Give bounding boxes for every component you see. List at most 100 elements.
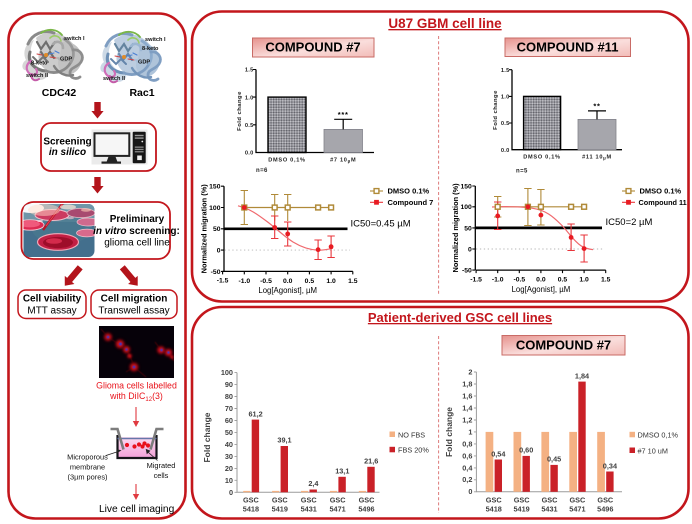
svg-text:2: 2 bbox=[468, 368, 472, 377]
svg-text:0,34: 0,34 bbox=[603, 461, 618, 470]
svg-text:Cell migration: Cell migration bbox=[101, 294, 168, 305]
svg-text:n=6: n=6 bbox=[256, 168, 268, 174]
svg-text:in vitro screening:: in vitro screening: bbox=[93, 226, 180, 237]
svg-text:GSC: GSC bbox=[330, 496, 347, 505]
svg-text:DMSO 0,1%: DMSO 0,1% bbox=[268, 158, 305, 164]
svg-text:Normalized migration (%): Normalized migration (%) bbox=[200, 184, 209, 274]
svg-text:5471: 5471 bbox=[329, 505, 345, 514]
svg-text:30: 30 bbox=[225, 452, 233, 461]
svg-text:5471: 5471 bbox=[569, 505, 585, 514]
svg-text:50: 50 bbox=[225, 428, 233, 437]
svg-text:0.5: 0.5 bbox=[245, 123, 254, 129]
svg-text:-1.0: -1.0 bbox=[238, 278, 250, 285]
svg-text:5418: 5418 bbox=[486, 505, 502, 514]
svg-text:-1.5: -1.5 bbox=[470, 276, 482, 283]
svg-text:1,84: 1,84 bbox=[575, 371, 590, 380]
svg-text:1.5: 1.5 bbox=[245, 68, 254, 74]
svg-text:0: 0 bbox=[217, 248, 221, 255]
svg-text:5431: 5431 bbox=[301, 505, 317, 514]
svg-text:GSC: GSC bbox=[542, 496, 559, 505]
svg-text:cells: cells bbox=[154, 471, 169, 480]
svg-text:Live cell imaging: Live cell imaging bbox=[99, 504, 175, 515]
svg-text:5418: 5418 bbox=[243, 505, 259, 514]
svg-text:GSC: GSC bbox=[569, 496, 586, 505]
svg-text:GSC: GSC bbox=[272, 496, 289, 505]
svg-text:Fold change: Fold change bbox=[237, 91, 243, 131]
svg-text:8-keto: 8-keto bbox=[31, 61, 48, 67]
svg-text:0.5: 0.5 bbox=[305, 278, 315, 285]
svg-text:MTT assay: MTT assay bbox=[27, 305, 76, 316]
svg-text:0,8: 0,8 bbox=[462, 439, 472, 448]
svg-text:#11 10µM: #11 10µM bbox=[582, 155, 612, 161]
svg-text:Glioma cells labelled: Glioma cells labelled bbox=[96, 381, 177, 391]
svg-text:IC50=2 µM: IC50=2 µM bbox=[606, 217, 653, 228]
svg-text:-50: -50 bbox=[211, 269, 221, 276]
svg-text:5496: 5496 bbox=[597, 505, 613, 514]
svg-text:21,6: 21,6 bbox=[364, 457, 378, 466]
svg-text:5419: 5419 bbox=[513, 505, 529, 514]
svg-text:1.0: 1.0 bbox=[245, 95, 254, 101]
svg-text:DMSO 0.1%: DMSO 0.1% bbox=[640, 187, 682, 196]
svg-text:50: 50 bbox=[464, 225, 472, 232]
svg-text:0,4: 0,4 bbox=[462, 463, 473, 472]
svg-text:-0.5: -0.5 bbox=[260, 278, 272, 285]
svg-text:U87 GBM cell line: U87 GBM cell line bbox=[388, 16, 502, 31]
svg-text:1.0: 1.0 bbox=[501, 95, 510, 101]
svg-text:0.0: 0.0 bbox=[536, 277, 546, 284]
svg-text:(3µm pores): (3µm pores) bbox=[68, 472, 108, 481]
svg-text:40: 40 bbox=[225, 440, 233, 449]
svg-text:Preliminary: Preliminary bbox=[110, 214, 165, 225]
svg-text:0: 0 bbox=[229, 488, 233, 497]
svg-text:membrane: membrane bbox=[70, 463, 105, 472]
svg-text:-50: -50 bbox=[462, 268, 472, 275]
svg-text:GSC: GSC bbox=[301, 496, 318, 505]
svg-text:#7 10µM: #7 10µM bbox=[330, 158, 356, 164]
svg-text:Rac1: Rac1 bbox=[129, 87, 154, 99]
svg-text:20: 20 bbox=[225, 464, 233, 473]
svg-text:5419: 5419 bbox=[272, 505, 288, 514]
svg-text:switch I: switch I bbox=[64, 36, 85, 42]
svg-text:1,4: 1,4 bbox=[462, 403, 473, 412]
svg-text:0: 0 bbox=[468, 246, 472, 253]
svg-text:0: 0 bbox=[468, 487, 472, 496]
svg-text:10: 10 bbox=[225, 476, 233, 485]
svg-text:0.5: 0.5 bbox=[558, 277, 568, 284]
svg-text:DMSO 0.1%: DMSO 0.1% bbox=[388, 187, 430, 196]
svg-text:**: ** bbox=[593, 102, 600, 111]
svg-text:1.0: 1.0 bbox=[326, 278, 336, 285]
svg-text:GSC: GSC bbox=[486, 496, 503, 505]
svg-text:Cell viability: Cell viability bbox=[23, 294, 82, 305]
svg-text:100: 100 bbox=[221, 368, 233, 377]
svg-text:***: *** bbox=[338, 110, 349, 119]
svg-text:COMPOUND #7: COMPOUND #7 bbox=[516, 338, 611, 353]
svg-text:1.5: 1.5 bbox=[501, 68, 510, 74]
svg-text:Transwell assay: Transwell assay bbox=[98, 305, 169, 316]
svg-text:Normalized migration (%): Normalized migration (%) bbox=[451, 183, 460, 273]
svg-text:90: 90 bbox=[225, 380, 233, 389]
svg-text:1.0: 1.0 bbox=[579, 277, 589, 284]
svg-text:IC50=0.45 µM: IC50=0.45 µM bbox=[351, 219, 411, 230]
svg-text:60: 60 bbox=[225, 416, 233, 425]
svg-text:1,8: 1,8 bbox=[462, 380, 472, 389]
svg-text:Fold change: Fold change bbox=[493, 90, 499, 130]
svg-text:0.0: 0.0 bbox=[501, 148, 510, 154]
svg-text:Compound 7: Compound 7 bbox=[388, 198, 434, 207]
svg-text:0.0: 0.0 bbox=[283, 278, 293, 285]
svg-text:COMPOUND #11: COMPOUND #11 bbox=[517, 40, 619, 55]
svg-text:switch I: switch I bbox=[145, 37, 166, 43]
svg-text:0.5: 0.5 bbox=[501, 121, 510, 127]
svg-text:#7 10 uM: #7 10 uM bbox=[638, 446, 668, 455]
svg-text:0,45: 0,45 bbox=[547, 455, 561, 464]
svg-text:GSC: GSC bbox=[514, 496, 531, 505]
svg-text:100: 100 bbox=[209, 205, 221, 212]
svg-text:Log[Agonist], µM: Log[Agonist], µM bbox=[258, 286, 317, 295]
svg-text:COMPOUND #7: COMPOUND #7 bbox=[265, 40, 360, 55]
svg-text:in silico: in silico bbox=[49, 147, 86, 158]
svg-text:GSC: GSC bbox=[359, 496, 376, 505]
svg-text:-1.5: -1.5 bbox=[217, 278, 229, 285]
svg-text:1,2: 1,2 bbox=[462, 415, 472, 424]
svg-text:1.5: 1.5 bbox=[601, 277, 611, 284]
svg-text:DMSO 0,1%: DMSO 0,1% bbox=[523, 155, 560, 161]
svg-text:n=5: n=5 bbox=[516, 169, 528, 175]
svg-text:13,1: 13,1 bbox=[335, 467, 349, 476]
